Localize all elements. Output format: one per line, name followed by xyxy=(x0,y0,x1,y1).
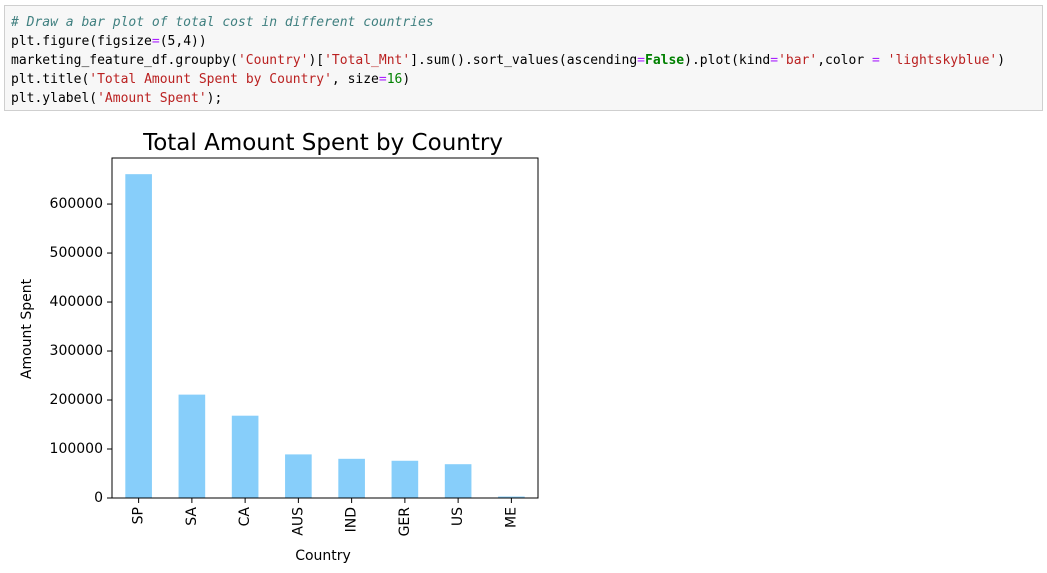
x-tick-label: IND xyxy=(344,507,360,532)
plot-frame xyxy=(111,157,539,499)
code-token: plt.title( xyxy=(11,72,90,87)
code-token: ).plot(kind xyxy=(684,53,771,68)
bar-sp xyxy=(125,174,152,498)
code-string: 'lightskyblue' xyxy=(887,53,998,68)
code-line-3: marketing_feature_df.groupby('Country')[… xyxy=(11,51,1005,70)
code-string: 'Total_Mnt' xyxy=(324,53,411,68)
y-tick-label: 600000 xyxy=(50,196,103,212)
x-tick-label: SA xyxy=(184,507,200,526)
code-token: ) xyxy=(402,72,411,87)
code-line-4: plt.title('Total Amount Spent by Country… xyxy=(11,70,1005,89)
code-token: ); xyxy=(206,91,223,106)
code-operator: = xyxy=(637,53,645,68)
code-string: 'Total Amount Spent by Country' xyxy=(89,72,332,87)
code-cell[interactable]: # Draw a bar plot of total cost in diffe… xyxy=(4,5,1043,111)
code-string: 'Amount Spent' xyxy=(97,91,207,106)
bar-ger xyxy=(391,460,419,498)
code-token: , size xyxy=(331,72,379,87)
code-operator: = xyxy=(151,34,160,49)
x-axis-label: Country xyxy=(295,548,351,564)
code-token: plt.figure(figsize xyxy=(11,34,152,49)
y-tick-label: 300000 xyxy=(50,343,103,359)
chart-title: Total Amount Spent by Country xyxy=(142,130,503,156)
bars-group xyxy=(125,174,525,498)
y-tick-label: 400000 xyxy=(50,294,103,310)
code-string: 'Country' xyxy=(237,53,309,68)
code-token: (5,4)) xyxy=(159,34,207,49)
bar-sa xyxy=(178,394,206,498)
code-line-5: plt.ylabel('Amount Spent'); xyxy=(11,89,1005,108)
code-operator: = xyxy=(770,53,779,68)
cell-output: Total Amount Spent by Country 0 100000 200… xyxy=(0,118,560,569)
code-operator: = xyxy=(378,72,387,87)
x-tick-label: AUS xyxy=(290,507,306,536)
x-axis: SP SA CA AUS IND GER US ME xyxy=(131,498,519,537)
bar-us xyxy=(444,464,472,498)
code-line-1: # Draw a bar plot of total cost in diffe… xyxy=(11,13,1005,32)
y-tick-label: 0 xyxy=(94,490,103,506)
code-token: ].sum().sort_values(ascending xyxy=(410,53,638,68)
y-axis-label: Amount Spent xyxy=(19,278,35,379)
code-number: 16 xyxy=(386,72,403,87)
code-editor[interactable]: # Draw a bar plot of total cost in diffe… xyxy=(11,13,1005,108)
y-tick-label: 500000 xyxy=(50,245,103,261)
x-tick-label: ME xyxy=(503,507,519,528)
code-comment: # Draw a bar plot of total cost in diffe… xyxy=(11,15,434,30)
y-tick-label: 200000 xyxy=(50,392,103,408)
code-token xyxy=(880,53,888,68)
code-token: ) xyxy=(997,53,1006,68)
bar-aus xyxy=(285,454,312,498)
x-tick-label: US xyxy=(450,507,466,526)
y-tick-label: 100000 xyxy=(50,441,103,457)
code-token: )[ xyxy=(308,53,325,68)
code-token: ,color xyxy=(817,53,872,68)
x-tick-label: SP xyxy=(131,507,147,524)
y-axis: 0 100000 200000 300000 400000 500000 600000 xyxy=(50,196,112,506)
code-token: plt.ylabel( xyxy=(11,91,98,106)
x-tick-label: CA xyxy=(237,507,253,527)
code-line-2: plt.figure(figsize=(5,4)) xyxy=(11,32,1005,51)
code-token: marketing_feature_df.groupby( xyxy=(11,53,238,68)
bar-ind xyxy=(338,458,365,498)
code-keyword: False xyxy=(645,53,685,68)
x-tick-label: GER xyxy=(397,507,413,537)
code-string: 'bar' xyxy=(778,53,818,68)
bar-me xyxy=(498,496,525,498)
bar-ca xyxy=(231,415,259,498)
bar-chart: Total Amount Spent by Country 0 100000 200… xyxy=(19,130,539,564)
code-operator: = xyxy=(872,53,880,68)
